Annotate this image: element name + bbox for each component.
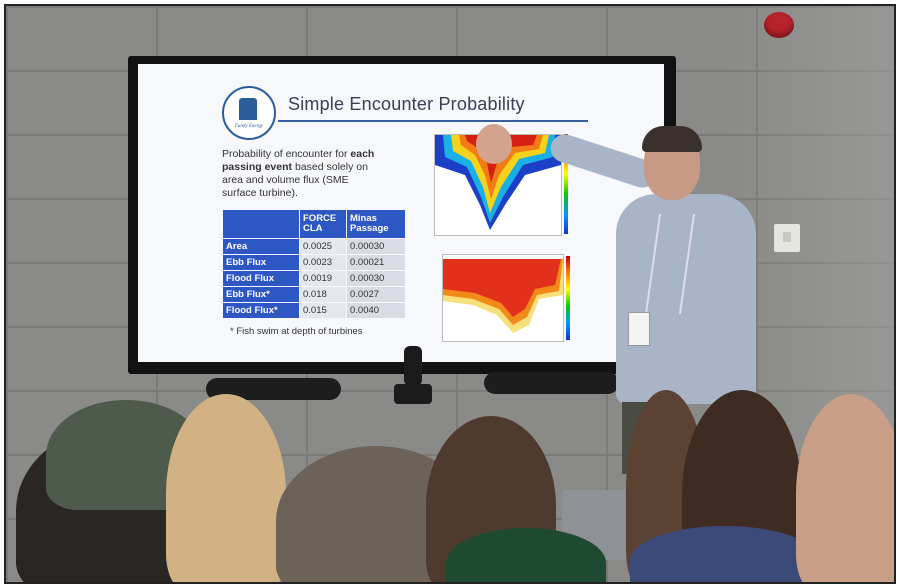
slide-description: Probability of encounter for each passin…	[222, 148, 382, 200]
photo: Fundy Energy Simple Encounter Probabilit…	[4, 4, 896, 584]
table-row: Flood Flux 0.0019 0.00030	[223, 271, 405, 286]
cell-force: 0.018	[300, 287, 346, 302]
cell-minas: 0.0027	[347, 287, 405, 302]
contour-plot-bottom-graphic	[443, 255, 563, 341]
presenter-shirt	[616, 194, 756, 404]
colorbar-bottom	[566, 256, 570, 340]
logo-text: Fundy Energy	[234, 124, 264, 129]
encounter-table: FORCE CLA Minas Passage Area 0.0025 0.00…	[222, 209, 406, 319]
row-label: Flood Flux*	[223, 303, 299, 318]
table-row: Flood Flux* 0.015 0.0040	[223, 303, 405, 318]
row-label: Ebb Flux*	[223, 287, 299, 302]
row-label: Flood Flux	[223, 271, 299, 286]
cell-minas: 0.00021	[347, 255, 405, 270]
camera-icon	[394, 346, 432, 404]
cell-force: 0.015	[300, 303, 346, 318]
cell-force: 0.0023	[300, 255, 346, 270]
title-rule	[278, 120, 588, 122]
name-badge	[628, 312, 650, 346]
cell-minas: 0.00030	[347, 239, 405, 254]
description-pre: Probability of encounter for	[222, 148, 351, 160]
table-header-blank	[223, 210, 299, 238]
slide-footnote: * Fish swim at depth of turbines	[230, 326, 363, 337]
logo-building	[239, 98, 257, 120]
slide-title: Simple Encounter Probability	[288, 94, 525, 114]
cell-force: 0.0019	[300, 271, 346, 286]
patterned-shirt	[630, 526, 820, 582]
audience-member-bald	[796, 394, 894, 582]
slide: Fundy Energy Simple Encounter Probabilit…	[138, 64, 664, 362]
table-header-minas: Minas Passage	[347, 210, 405, 238]
description-post: based solely on area and volume flux (SM…	[222, 161, 368, 199]
table-row: Area 0.0025 0.00030	[223, 239, 405, 254]
row-label: Area	[223, 239, 299, 254]
green-shirt	[446, 528, 606, 582]
audience-member-blonde	[166, 394, 286, 582]
wall-outlet	[774, 224, 800, 252]
speaker-right	[484, 372, 619, 394]
row-label: Ebb Flux	[223, 255, 299, 270]
table-row: Ebb Flux* 0.018 0.0027	[223, 287, 405, 302]
contour-plot-bottom	[442, 254, 564, 342]
presenter-hair	[642, 126, 702, 152]
cell-minas: 0.00030	[347, 271, 405, 286]
presenter-hand	[476, 124, 512, 164]
description-bold: each passing event	[222, 148, 375, 173]
logo-icon: Fundy Energy	[222, 86, 276, 140]
cell-force: 0.0025	[300, 239, 346, 254]
cell-minas: 0.0040	[347, 303, 405, 318]
table-header-force: FORCE CLA	[300, 210, 346, 238]
tv-monitor: Fundy Energy Simple Encounter Probabilit…	[128, 56, 676, 374]
table-row: Ebb Flux 0.0023 0.00021	[223, 255, 405, 270]
fire-alarm-icon	[764, 12, 794, 38]
colorbar-top	[564, 134, 568, 234]
speaker-left	[206, 378, 341, 400]
